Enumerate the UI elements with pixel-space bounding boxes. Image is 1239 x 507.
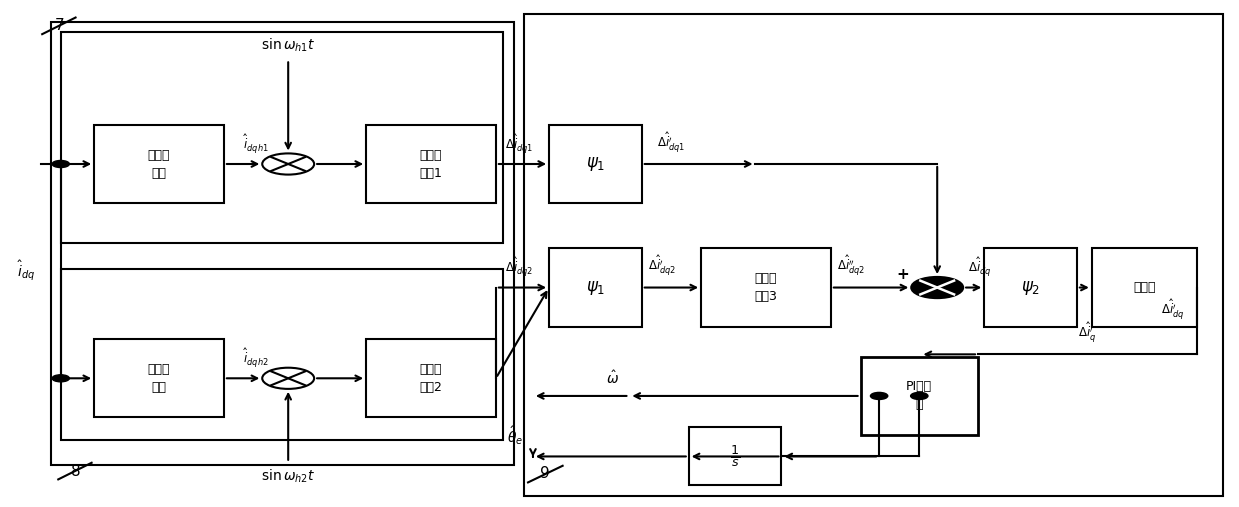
Text: 高通滤
波器: 高通滤 波器 [147,149,170,179]
Circle shape [911,392,928,400]
Text: $\sin\omega_{h2}t$: $\sin\omega_{h2}t$ [261,468,316,485]
Circle shape [911,277,963,298]
Text: 9: 9 [540,466,550,481]
FancyBboxPatch shape [984,248,1077,327]
Text: $\Delta\hat{i}_{dq2}''$: $\Delta\hat{i}_{dq2}''$ [838,254,865,278]
Circle shape [52,161,69,167]
Text: $\Delta\hat{i}_{dq1}$: $\Delta\hat{i}_{dq1}$ [504,132,533,155]
Text: PI调节
器: PI调节 器 [906,380,932,412]
Text: $\Delta\hat{i}_{dq}'$: $\Delta\hat{i}_{dq}'$ [1161,298,1184,322]
Text: $\Delta\hat{i}_{dq2}'$: $\Delta\hat{i}_{dq2}'$ [648,254,676,278]
Text: $\Delta\hat{i}_{dq}$: $\Delta\hat{i}_{dq}$ [968,256,991,278]
Text: $\hat{\theta}_e$: $\hat{\theta}_e$ [507,425,523,447]
Text: $\hat{i}_{dq}$: $\hat{i}_{dq}$ [17,259,35,283]
Text: +: + [896,267,909,282]
Text: $\hat{i}_{dqh1}$: $\hat{i}_{dqh1}$ [243,132,269,155]
Text: 低通滤
波器2: 低通滤 波器2 [420,363,442,394]
Circle shape [52,375,69,382]
FancyBboxPatch shape [61,269,503,440]
Text: 低通滤
波器1: 低通滤 波器1 [420,149,442,179]
Text: $\psi_2$: $\psi_2$ [1021,278,1041,297]
FancyBboxPatch shape [701,248,831,327]
FancyBboxPatch shape [524,14,1223,495]
FancyBboxPatch shape [549,248,642,327]
Text: 8: 8 [71,464,81,479]
FancyBboxPatch shape [366,339,496,417]
FancyBboxPatch shape [94,339,224,417]
Circle shape [263,368,315,389]
Text: $\Delta\hat{i}_{q}'$: $\Delta\hat{i}_{q}'$ [1078,321,1097,345]
FancyBboxPatch shape [94,125,224,203]
FancyBboxPatch shape [1092,248,1197,327]
Text: $\hat{i}_{dqh2}$: $\hat{i}_{dqh2}$ [243,346,269,369]
FancyBboxPatch shape [61,31,503,243]
FancyBboxPatch shape [549,125,642,203]
Text: $\Delta\hat{i}_{dq2}$: $\Delta\hat{i}_{dq2}$ [504,256,533,278]
Text: $\frac{1}{s}$: $\frac{1}{s}$ [730,444,740,469]
FancyBboxPatch shape [861,357,978,435]
FancyBboxPatch shape [689,427,782,485]
Text: $\psi_1$: $\psi_1$ [586,278,605,297]
Text: 低通滤
波器3: 低通滤 波器3 [755,272,777,303]
Circle shape [871,392,888,400]
Circle shape [263,154,315,174]
Text: 取虚部: 取虚部 [1132,281,1156,294]
Text: 带通滤
波器: 带通滤 波器 [147,363,170,394]
Text: 7: 7 [55,18,64,33]
FancyBboxPatch shape [366,125,496,203]
Text: $\hat{\omega}$: $\hat{\omega}$ [607,370,620,387]
Text: $\sin\omega_{h1}t$: $\sin\omega_{h1}t$ [261,37,316,54]
FancyBboxPatch shape [51,22,514,465]
Text: $\psi_1$: $\psi_1$ [586,155,605,173]
Text: $\Delta\hat{i}_{dq1}'$: $\Delta\hat{i}_{dq1}'$ [657,130,685,155]
